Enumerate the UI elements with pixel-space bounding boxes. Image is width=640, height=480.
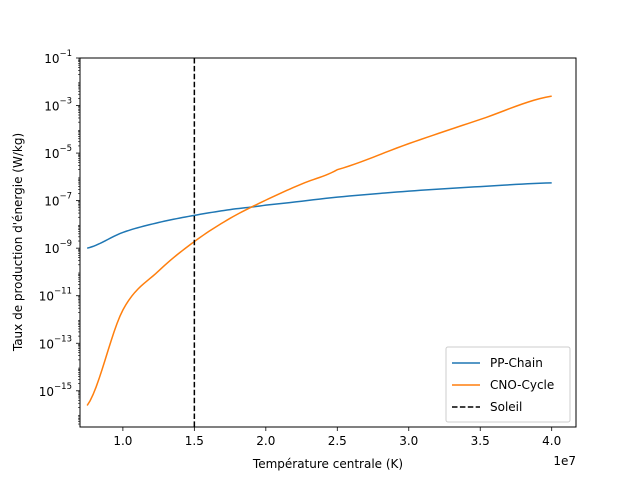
series-layer (86, 95, 552, 406)
legend-box (445, 346, 571, 423)
y-tick-label: 10−1 (44, 49, 72, 66)
x-tick-label: 2.5 (328, 434, 347, 448)
legend-label-pp-chain: PP-Chain (490, 356, 543, 370)
x-tick-label: 2.0 (256, 434, 275, 448)
x-tick-label: 4.0 (542, 434, 561, 448)
x-axis-label: Température centrale (K) (252, 457, 403, 471)
x-axis-offset-label: 1e7 (553, 454, 576, 468)
y-tick-label: 10−7 (44, 192, 72, 209)
y-tick-label: 10−13 (39, 334, 72, 351)
series-line-cno-cycle (86, 95, 552, 406)
x-tick-label: 3.0 (399, 434, 418, 448)
y-tick-label: 10−3 (44, 97, 72, 114)
y-tick-label: 10−15 (39, 382, 72, 399)
axes-frame (79, 57, 577, 428)
y-tick-label: 10−11 (39, 287, 72, 304)
x-tick-label: 3.5 (471, 434, 490, 448)
x-tick-label: 1.0 (113, 434, 132, 448)
y-tick-label: 10−5 (44, 144, 72, 161)
y-axis-ticks: 10−15 10−13 10−11 10−9 10−7 10−5 10−3 10−1 (39, 49, 80, 425)
y-axis-label: Taux de production d'énergie (W/kg) (11, 133, 25, 352)
series-line-pp-chain (86, 182, 552, 249)
legend-label-soleil: Soleil (490, 400, 522, 414)
x-axis-ticks: 1.0 1.5 2.0 2.5 3.0 3.5 4.0 (113, 427, 561, 448)
legend: PP-Chain CNO-Cycle Soleil (445, 346, 571, 423)
x-tick-label: 1.5 (185, 434, 204, 448)
y-tick-label: 10−9 (44, 239, 72, 256)
legend-label-cno-cycle: CNO-Cycle (490, 378, 554, 392)
